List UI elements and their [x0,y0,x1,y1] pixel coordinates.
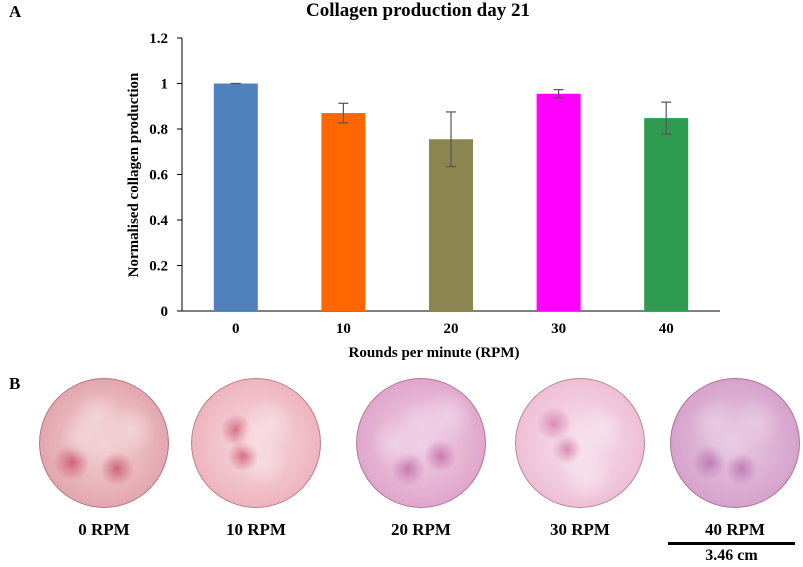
sample-disc-10-rpm [191,378,321,508]
y-axis-label: Normalised collagen production [126,72,142,277]
sample-label: 30 RPM [550,520,610,539]
panel-b-label: B [9,374,21,393]
bar-40 [644,118,689,311]
sample-disc-40-rpm [670,378,800,508]
x-axis-label: Rounds per minute (RPM) [349,345,520,361]
sample-label: 20 RPM [391,520,451,539]
x-tick-label: 30 [551,321,566,337]
sample-label: 40 RPM [705,520,765,539]
error-bars [230,82,672,168]
sample-disc-30-rpm [515,378,645,508]
y-tick-label: 0 [161,304,169,320]
panel-a-label: A [9,2,22,21]
bar-10 [321,113,366,311]
scale-bar [668,542,795,545]
x-tick-label: 0 [232,321,240,337]
sample-label: 0 RPM [78,520,130,539]
y-tick-label: 0.6 [149,168,168,184]
scale-bar-label: 3.46 cm [705,547,758,564]
y-tick-label: 1 [161,77,169,93]
sample-disc-20-rpm [356,378,486,508]
x-tick-label: 10 [336,321,351,337]
y-ticks: 0 0.2 0.4 0.6 0.8 1 1.2 [149,31,182,320]
bar-chart: 0 0.2 0.4 0.6 0.8 1 1.2 0 10 20 30 40 Normalised c… [126,31,720,361]
y-tick-label: 0.4 [149,213,168,229]
x-tick-label: 40 [659,321,674,337]
x-ticks: 0 10 20 30 40 [232,321,674,337]
x-tick-label: 20 [444,321,459,337]
sample-label: 10 RPM [226,520,286,539]
sample-disc-0-rpm [39,378,169,508]
chart-title: Collagen production day 21 [306,0,530,21]
y-tick-label: 0.2 [149,259,168,275]
bar-0 [213,83,258,311]
bar-30 [536,93,581,311]
y-tick-label: 0.8 [149,122,168,138]
y-tick-label: 1.2 [149,31,168,47]
bars [213,83,689,311]
bar-20 [429,139,473,311]
